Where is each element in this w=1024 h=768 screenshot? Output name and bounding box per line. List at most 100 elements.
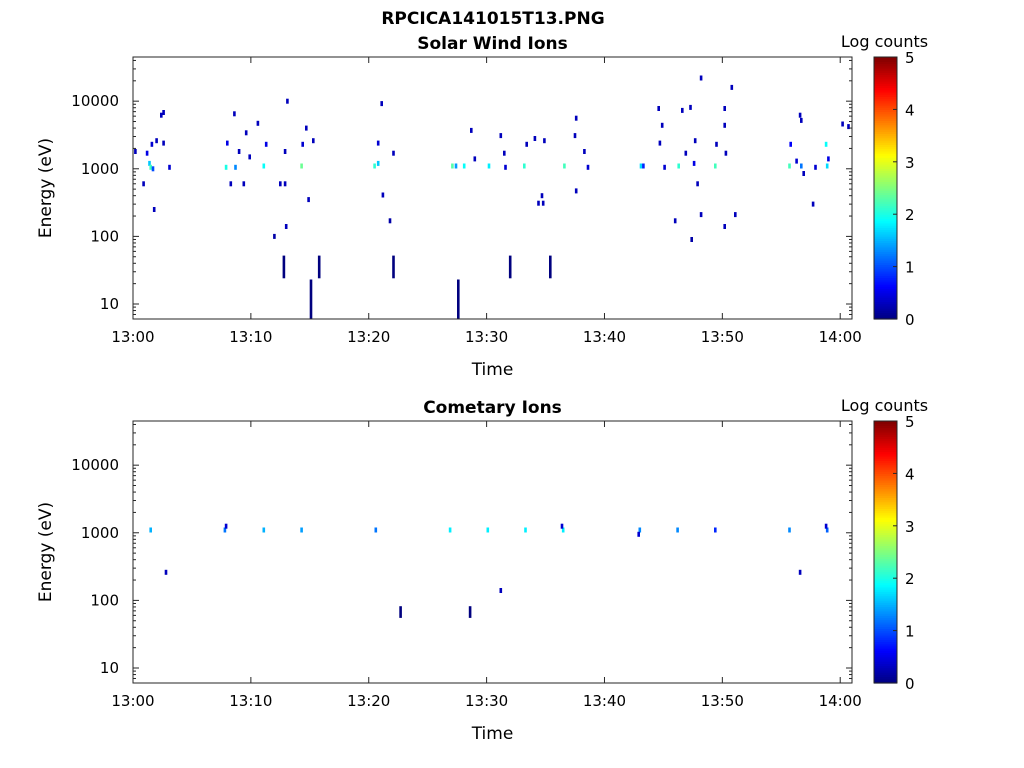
data-cell — [677, 163, 680, 169]
x-axis-label: Time — [471, 360, 514, 380]
colorbar-segment — [874, 455, 897, 459]
colorbar-segment — [874, 286, 897, 290]
colorbar-segment — [874, 168, 897, 172]
colorbar-segment — [874, 503, 897, 507]
colorbar-segment — [874, 310, 897, 314]
data-cell — [152, 207, 156, 212]
colorbar-segment — [874, 194, 897, 198]
colorbar-tick-label: 4 — [905, 465, 915, 483]
colorbar-segment — [874, 222, 897, 226]
colorbar-segment — [874, 135, 897, 139]
data-cell — [583, 149, 586, 154]
colorbar-segment — [874, 72, 897, 76]
colorbar-segment — [874, 115, 897, 119]
data-cell — [795, 158, 798, 164]
colorbar-segment — [874, 63, 897, 67]
colorbar-segment — [874, 314, 897, 318]
colorbar-segment — [874, 619, 897, 623]
colorbar-segment — [874, 65, 897, 69]
colorbar-segment — [874, 458, 897, 461]
colorbar-segment — [874, 188, 897, 191]
colorbar-segment — [874, 238, 897, 241]
data-cell — [788, 527, 791, 533]
y-axis-label: Energy (eV) — [36, 138, 56, 238]
colorbar-segment — [874, 464, 897, 468]
colorbar-segment — [874, 118, 897, 121]
colorbar-segment — [874, 621, 897, 625]
data-cell — [312, 138, 315, 144]
colorbar-segment — [874, 438, 897, 442]
colorbar-segment — [874, 436, 897, 440]
colorbar-segment — [874, 667, 897, 671]
colorbar-segment — [874, 279, 897, 283]
data-cell — [380, 101, 383, 107]
colorbar-segment — [874, 573, 897, 577]
colorbar-segment — [874, 512, 897, 516]
colorbar-segment — [874, 674, 897, 678]
data-cell — [541, 200, 545, 206]
colorbar-segment — [874, 595, 897, 599]
colorbar-segment — [874, 421, 897, 424]
x-tick-label: 13:10 — [229, 328, 272, 346]
colorbar-segment — [874, 523, 897, 527]
data-cell — [499, 133, 503, 139]
data-cell — [693, 138, 697, 144]
data-spike — [282, 255, 286, 279]
colorbar-segment — [874, 129, 897, 132]
data-cell — [563, 163, 566, 169]
colorbar-segment — [874, 486, 897, 490]
data-cell — [451, 163, 454, 169]
data-cell — [657, 106, 660, 111]
data-cell — [244, 130, 248, 136]
colorbar-segment — [874, 297, 897, 300]
data-cell — [286, 98, 289, 104]
data-cell — [847, 124, 850, 130]
colorbar-segment — [874, 161, 897, 165]
data-cell — [381, 192, 385, 198]
data-cell — [162, 140, 165, 146]
data-cell — [150, 141, 154, 147]
colorbar-segment — [874, 67, 897, 71]
colorbar-segment — [874, 547, 897, 551]
data-cell — [798, 569, 802, 575]
data-cell — [145, 150, 149, 156]
x-tick-label: 13:50 — [701, 692, 744, 710]
colorbar-segment — [874, 569, 897, 573]
colorbar-segment — [874, 453, 897, 457]
colorbar-segment — [874, 83, 897, 86]
plot-area — [133, 57, 852, 319]
colorbar-segment — [874, 177, 897, 180]
colorbar-segment — [874, 190, 897, 193]
colorbar-segment — [874, 244, 897, 248]
colorbar-segment — [874, 57, 897, 60]
colorbar-segment — [874, 181, 897, 185]
colorbar-segment — [874, 153, 897, 156]
data-spike — [309, 279, 313, 319]
colorbar-segment — [874, 192, 897, 196]
solar-wind-ions-panel: 13:00 13:10 13:20 13:30 13:40 13:50 14:0010100… — [36, 32, 928, 380]
colorbar-segment — [874, 233, 897, 237]
data-cell — [543, 138, 546, 144]
colorbar-segment — [874, 654, 897, 658]
data-cell — [638, 527, 642, 533]
data-cell — [800, 117, 803, 123]
colorbar-segment — [874, 637, 897, 640]
data-cell — [300, 527, 303, 533]
colorbar-frame — [873, 420, 898, 684]
x-tick-label: 14:00 — [819, 692, 862, 710]
colorbar-segment — [874, 630, 897, 634]
data-spike — [468, 606, 472, 618]
colorbar-segment — [874, 137, 897, 141]
colorbar-tick-label: 2 — [905, 206, 915, 224]
colorbar-segment — [874, 626, 897, 630]
data-cell — [503, 150, 506, 156]
colorbar-segment — [874, 597, 897, 601]
data-cell — [248, 154, 251, 160]
colorbar-segment — [874, 214, 897, 217]
x-tick-label: 13:30 — [465, 692, 508, 710]
colorbar-segment — [874, 593, 897, 597]
data-cell — [642, 163, 645, 169]
data-cell — [723, 106, 726, 111]
y-tick-label: 10 — [100, 659, 119, 677]
colorbar-segment — [874, 260, 897, 263]
